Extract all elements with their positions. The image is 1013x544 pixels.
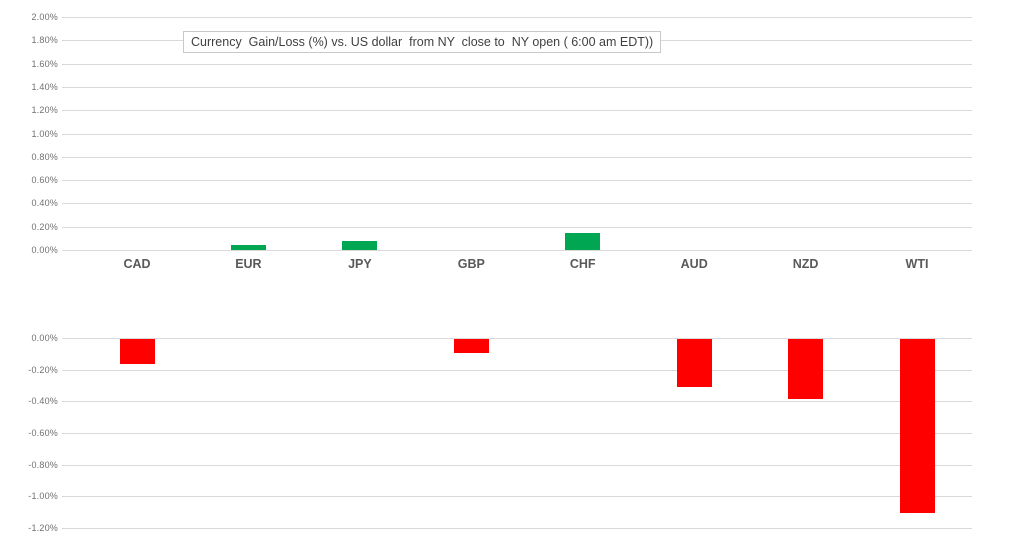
y-axis-tick-label: -1.20% bbox=[28, 523, 58, 533]
y-axis-tick-label: 0.40% bbox=[31, 198, 58, 209]
gridline-bottom-panel bbox=[62, 528, 972, 529]
y-axis-tick-label: 0.00% bbox=[31, 245, 58, 255]
gridline-bottom-panel bbox=[62, 496, 972, 498]
y-axis-tick-label: -0.20% bbox=[28, 364, 58, 375]
gridline-top-panel bbox=[62, 110, 972, 112]
bar-gbp bbox=[453, 339, 489, 354]
y-axis-tick-label: 0.20% bbox=[31, 221, 58, 232]
gridline-top-panel bbox=[62, 180, 972, 182]
chart-title: Currency Gain/Loss (%) vs. US dollar fro… bbox=[183, 31, 662, 53]
gridline-top-panel bbox=[62, 203, 972, 205]
gridline-top-panel bbox=[62, 63, 972, 65]
bar-wti bbox=[899, 339, 935, 514]
y-axis-tick-label: -0.40% bbox=[28, 396, 58, 407]
gridline-top-panel bbox=[62, 133, 972, 135]
y-axis-tick-label: 1.80% bbox=[31, 35, 58, 46]
gridline-top-panel bbox=[62, 226, 972, 228]
gridline-top-panel bbox=[62, 17, 972, 18]
bar-eur bbox=[230, 245, 266, 250]
category-label-nzd: NZD bbox=[792, 257, 819, 271]
category-label-gbp: GBP bbox=[457, 257, 485, 271]
gridline-top-panel bbox=[62, 156, 972, 158]
y-axis-tick-label: -1.00% bbox=[28, 491, 58, 502]
category-label-cad: CAD bbox=[123, 257, 151, 271]
gridline-bottom-panel bbox=[62, 338, 972, 339]
category-label-eur: EUR bbox=[235, 257, 262, 271]
y-axis-tick-label: 0.00% bbox=[31, 333, 58, 343]
y-axis-tick-label: -0.80% bbox=[28, 459, 58, 470]
bar-cad bbox=[119, 339, 155, 365]
gridline-top-panel bbox=[62, 86, 972, 88]
category-label-aud: AUD bbox=[680, 257, 708, 271]
gridline-bottom-panel bbox=[62, 464, 972, 466]
y-axis-tick-label: 1.60% bbox=[31, 58, 58, 69]
gridline-bottom-panel bbox=[62, 401, 972, 403]
y-axis-tick-label: 0.80% bbox=[31, 151, 58, 162]
y-axis-tick-label: 1.00% bbox=[31, 128, 58, 139]
bar-jpy bbox=[342, 240, 378, 250]
gridline-bottom-panel bbox=[62, 369, 972, 371]
bar-aud bbox=[676, 339, 712, 387]
y-axis-tick-label: 2.00% bbox=[31, 12, 58, 22]
y-axis-tick-label: 1.40% bbox=[31, 81, 58, 92]
y-axis-tick-label: -0.60% bbox=[28, 428, 58, 438]
bar-nzd bbox=[788, 339, 824, 400]
category-label-wti: WTI bbox=[905, 257, 929, 271]
category-label-chf: CHF bbox=[569, 257, 596, 271]
y-axis-tick-label: 0.60% bbox=[31, 175, 58, 186]
gridline-top-panel bbox=[62, 250, 972, 251]
category-label-jpy: JPY bbox=[348, 257, 372, 271]
bar-chf bbox=[565, 232, 601, 250]
gridline-bottom-panel bbox=[62, 433, 972, 434]
y-axis-tick-label: 1.20% bbox=[31, 105, 58, 116]
